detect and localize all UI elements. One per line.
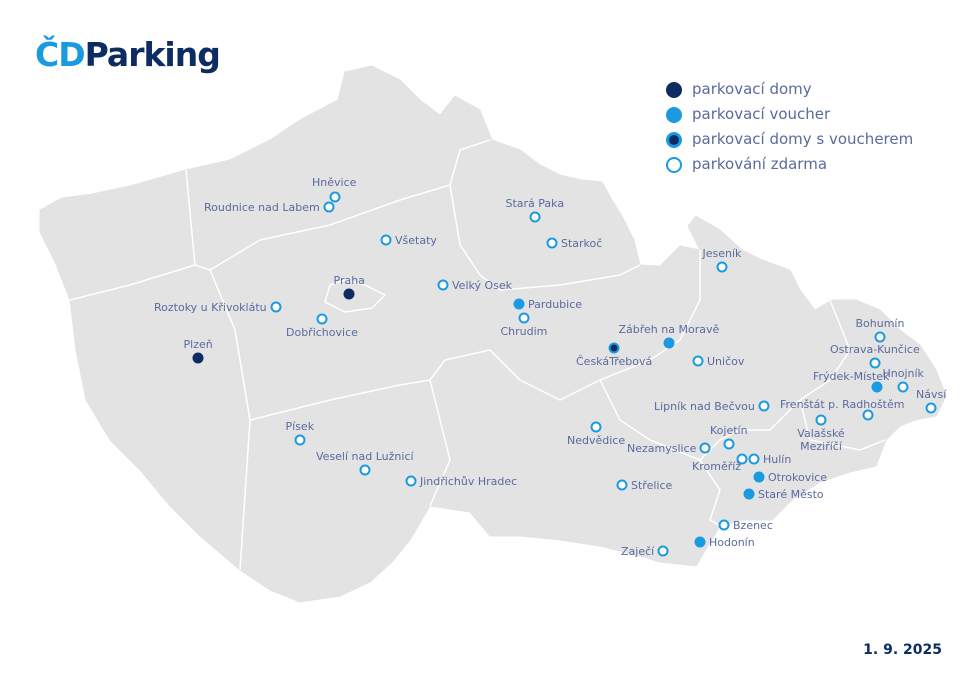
location-label: Hnojník [882, 367, 924, 380]
free-parking-marker-icon[interactable] [716, 261, 728, 273]
location-label: Písek [285, 420, 315, 433]
location-label: Staré Město [758, 487, 824, 501]
location-label: Všetaty [395, 233, 437, 247]
location-label: Hodonín [709, 535, 755, 549]
legend-label: parkovací domy [692, 80, 812, 98]
date-label: 1. 9. 2025 [863, 642, 942, 658]
location-label: Otrokovice [768, 470, 828, 484]
location-label: Zaječí [621, 544, 655, 558]
location-label: Frýdek-Místek [813, 370, 890, 383]
free-parking-marker-icon[interactable] [758, 400, 770, 412]
location-label: Kojetín [710, 424, 748, 437]
location-label: Veselí nad Lužnicí [316, 450, 414, 463]
free-parking-marker-icon[interactable] [316, 313, 328, 325]
free-parking-marker-icon[interactable] [874, 331, 886, 343]
location-label: Praha [333, 274, 365, 287]
free-parking-marker-icon[interactable] [897, 381, 909, 393]
location-label: Valašské Meziříčí [797, 427, 845, 453]
location-label: Střelice [631, 478, 673, 492]
location-label: Hulín [763, 452, 792, 466]
location-label: Nedvědice [567, 434, 626, 447]
free-parking-marker-icon[interactable] [270, 301, 282, 313]
location-label: Nezamyslice [627, 441, 697, 455]
voucher-marker-icon[interactable] [663, 337, 675, 349]
location-label: Plzeň [183, 338, 213, 351]
free-parking-marker-icon[interactable] [529, 211, 541, 223]
free-parking-marker-icon[interactable] [862, 409, 874, 421]
location-label: Stará Paka [505, 197, 565, 210]
voucher-marker-icon[interactable] [871, 381, 883, 393]
location-label: Bzenec [733, 518, 773, 532]
legend-label: parkovací voucher [692, 105, 831, 123]
location-label: Starkoč [561, 236, 603, 250]
location-label: Bohumín [855, 317, 905, 330]
free-parking-marker-icon [666, 157, 682, 173]
location-label: Frenštát p. Radhoštěm [780, 398, 905, 411]
voucher-marker-icon[interactable] [743, 488, 755, 500]
free-parking-marker-icon[interactable] [546, 237, 558, 249]
location-label: Zábřeh na Moravě [618, 323, 720, 336]
garage-voucher-marker-icon [666, 132, 682, 148]
free-parking-marker-icon[interactable] [869, 357, 881, 369]
free-parking-marker-icon[interactable] [718, 519, 730, 531]
free-parking-marker-icon[interactable] [723, 438, 735, 450]
logo-parking: Parking [84, 35, 221, 74]
free-parking-marker-icon[interactable] [294, 434, 306, 446]
location-label: Jeseník [702, 247, 742, 260]
voucher-marker-icon[interactable] [694, 536, 706, 548]
location-label: Roudnice nad Labem [204, 200, 320, 214]
free-parking-marker-icon[interactable] [699, 442, 711, 454]
location-label: Uničov [707, 354, 745, 368]
free-parking-marker-icon[interactable] [405, 475, 417, 487]
country-shape [39, 65, 947, 603]
location-label: Jindřichův Hradec [420, 474, 518, 488]
free-parking-marker-icon[interactable] [616, 479, 628, 491]
free-parking-marker-icon[interactable] [437, 279, 449, 291]
location-label: Lipník nad Bečvou [654, 399, 755, 413]
free-parking-marker-icon[interactable] [518, 312, 530, 324]
location-label: Pardubice [528, 297, 583, 311]
voucher-marker-icon[interactable] [753, 471, 765, 483]
voucher-marker-icon[interactable] [513, 298, 525, 310]
location-label: Dobřichovice [286, 326, 358, 339]
garage-marker-icon[interactable] [192, 352, 204, 364]
free-parking-marker-icon[interactable] [323, 201, 335, 213]
location-label: Velký Osek [452, 278, 513, 292]
location-label: Roztoky u Křivoklátu [154, 300, 267, 314]
free-parking-marker-icon[interactable] [590, 421, 602, 433]
free-parking-marker-icon[interactable] [657, 545, 669, 557]
free-parking-marker-icon[interactable] [692, 355, 704, 367]
free-parking-marker-icon[interactable] [748, 453, 760, 465]
garage-voucher-marker-icon[interactable] [608, 342, 620, 354]
cd-parking-logo: ČDParking [35, 35, 221, 74]
legend-label: parkovací domy s voucherem [692, 130, 914, 148]
free-parking-marker-icon[interactable] [736, 453, 748, 465]
location-label: Hněvice [312, 176, 357, 189]
voucher-marker-icon [666, 107, 682, 123]
location-label: Chrudim [500, 325, 548, 338]
free-parking-marker-icon[interactable] [329, 191, 341, 203]
location-label: Ostrava-Kunčice [830, 343, 920, 356]
free-parking-marker-icon[interactable] [815, 414, 827, 426]
free-parking-marker-icon[interactable] [359, 464, 371, 476]
garage-marker-icon [666, 82, 682, 98]
location-label: ČeskáTřebová [576, 355, 653, 368]
garage-marker-icon[interactable] [343, 288, 355, 300]
legend-label: parkování zdarma [692, 155, 828, 173]
location-label: Kroměříž [692, 460, 742, 473]
location-label: Návsí [916, 388, 947, 401]
free-parking-marker-icon[interactable] [380, 234, 392, 246]
region-borders [69, 139, 886, 571]
logo-cd: ČD [35, 35, 86, 74]
free-parking-marker-icon[interactable] [925, 402, 937, 414]
